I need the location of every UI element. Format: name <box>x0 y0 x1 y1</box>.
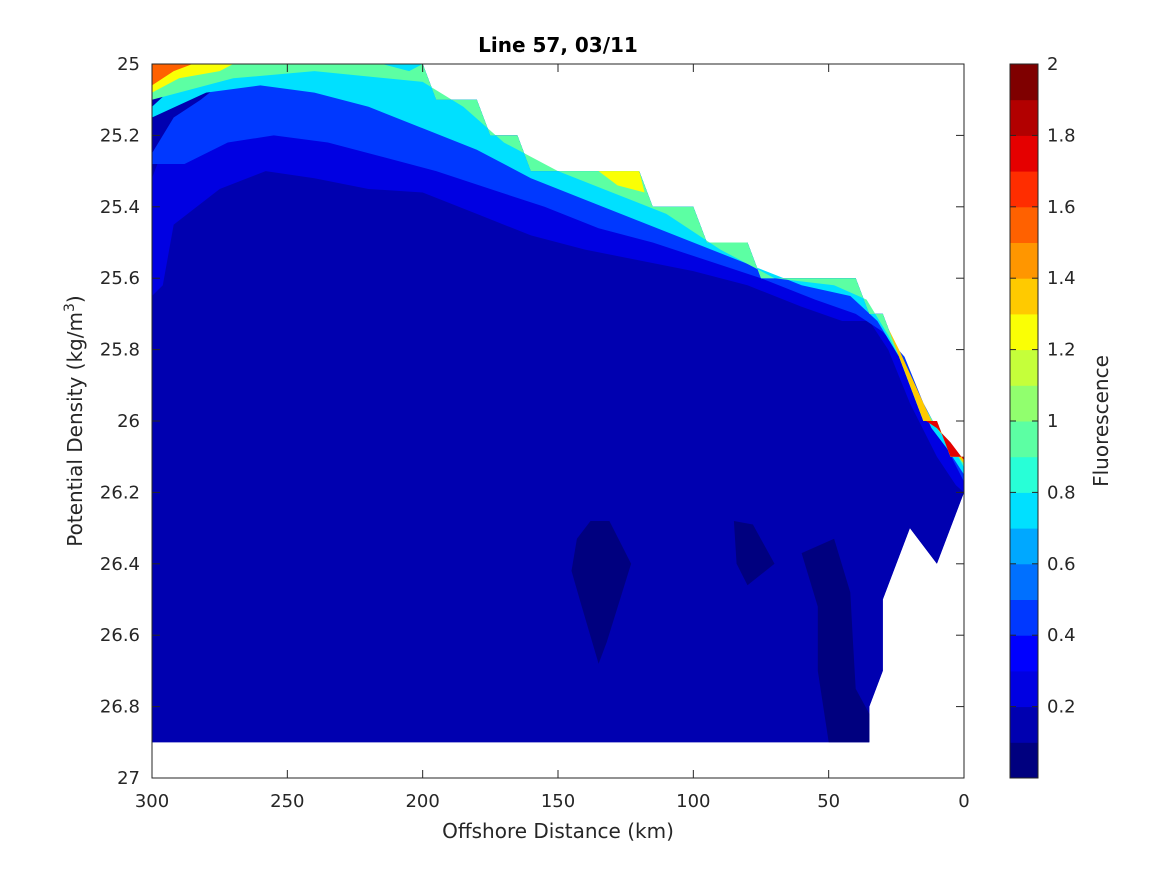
y-tick-label: 25.6 <box>100 268 140 289</box>
colorbar-segment <box>1010 135 1038 172</box>
contour-fill-10 <box>571 521 632 664</box>
x-tick-label: 250 <box>270 791 304 812</box>
colorbar-tick-label: 1.8 <box>1047 125 1076 146</box>
colorbar-tick-label: 0.8 <box>1047 482 1076 503</box>
plot-area <box>151 63 965 779</box>
x-tick-label: 150 <box>541 791 575 812</box>
x-axis: 300 250 200 150 100 50 0 <box>135 64 970 812</box>
colorbar-segment <box>1010 206 1038 243</box>
y-tick-label: 26 <box>117 411 140 432</box>
y-tick-label: 27 <box>117 768 140 789</box>
colorbar-segment <box>1010 278 1038 315</box>
contour-fills <box>152 64 964 743</box>
colorbar-label: Fluorescence <box>1089 355 1113 487</box>
x-tick-label: 100 <box>676 791 710 812</box>
y-tick-label: 25 <box>117 54 140 75</box>
colorbar-segment <box>1010 742 1038 779</box>
contour-fill-9 <box>926 421 964 461</box>
y-tick-label: 26.6 <box>100 625 140 646</box>
colorbar-segment <box>1010 563 1038 600</box>
y-tick-label: 26.4 <box>100 554 140 575</box>
colorbar-segment <box>1010 349 1038 386</box>
x-tick-label: 0 <box>958 791 969 812</box>
y-axis-label-sup: 3 <box>62 303 78 312</box>
colorbar-segment <box>1010 492 1038 529</box>
y-axis: 25 25.2 25.4 25.6 25.8 26 26.2 26.4 26.6 26.8 27 <box>100 54 964 789</box>
x-axis-label: Offshore Distance (km) <box>442 819 674 843</box>
colorbar-segment <box>1010 385 1038 422</box>
colorbar-tick-label: 0.2 <box>1047 697 1076 718</box>
y-axis-label-close: ) <box>63 295 87 303</box>
y-tick-label: 26.8 <box>100 697 140 718</box>
colorbar-segment <box>1010 599 1038 636</box>
y-axis-label: Potential Density (kg/m3) <box>62 295 87 546</box>
colorbar-tick-label: 2 <box>1047 54 1058 75</box>
chart-title: Line 57, 03/11 <box>478 33 638 57</box>
contour-fill-2 <box>152 64 964 482</box>
colorbar-tick-label: 1.4 <box>1047 268 1076 289</box>
colorbar-segment <box>1010 421 1038 458</box>
colorbar-tick-label: 1 <box>1047 411 1058 432</box>
y-tick-label: 26.2 <box>100 482 140 503</box>
y-tick-label: 25.8 <box>100 340 140 361</box>
colorbar-tick-label: 1.6 <box>1047 197 1076 218</box>
colorbar-segment <box>1010 706 1038 743</box>
contour-fill-11 <box>733 521 775 586</box>
colorbar-segment <box>1010 670 1038 708</box>
colorbar-tick-label: 1.2 <box>1047 340 1076 361</box>
contour-fill-6 <box>598 171 645 193</box>
colorbar-segment <box>1010 99 1038 136</box>
y-axis-label-main: Potential Density (kg/m <box>63 312 87 547</box>
colorbar-segment <box>1010 528 1038 565</box>
y-tick-label: 25.4 <box>100 197 140 218</box>
contour-fill-0 <box>152 171 964 743</box>
colorbar-tick-label: 0.4 <box>1047 625 1076 646</box>
y-tick-label: 25.2 <box>100 125 140 146</box>
x-tick-label: 50 <box>817 791 840 812</box>
colorbar-segment <box>1010 313 1038 351</box>
colorbar: 0.2 0.4 0.6 0.8 1 1.2 1.4 1.6 1.8 2 <box>1009 54 1076 779</box>
x-tick-label: 300 <box>135 791 169 812</box>
contour-fill-12 <box>801 538 870 743</box>
contour-fill-8 <box>152 64 193 86</box>
colorbar-tick-label: 0.6 <box>1047 554 1076 575</box>
colorbar-segment <box>1010 64 1038 101</box>
contour-fill-1 <box>152 64 964 493</box>
x-tick-label: 200 <box>405 791 439 812</box>
colorbar-segment <box>1010 171 1038 208</box>
colorbar-segment <box>1010 635 1038 672</box>
colorbar-segment <box>1010 242 1038 279</box>
colorbar-segment <box>1010 456 1038 493</box>
